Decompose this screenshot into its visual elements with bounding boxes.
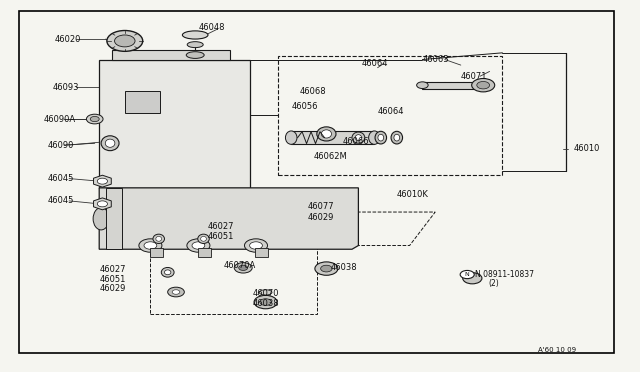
Bar	[291, 131, 374, 144]
Ellipse shape	[321, 130, 332, 138]
Text: 46064: 46064	[362, 59, 388, 68]
Bar	[150, 234, 317, 314]
Ellipse shape	[259, 290, 272, 295]
Polygon shape	[93, 198, 111, 210]
Circle shape	[250, 242, 262, 249]
Circle shape	[239, 265, 248, 270]
Ellipse shape	[201, 237, 206, 241]
Circle shape	[234, 263, 252, 273]
Circle shape	[187, 239, 210, 252]
Ellipse shape	[417, 82, 428, 89]
Bar	[106, 188, 122, 249]
Circle shape	[97, 201, 108, 207]
Text: 46027: 46027	[99, 265, 125, 274]
Text: 46070: 46070	[253, 289, 279, 298]
Ellipse shape	[187, 42, 204, 48]
Ellipse shape	[317, 127, 336, 141]
Ellipse shape	[198, 234, 209, 244]
Text: 46062M: 46062M	[314, 152, 348, 161]
Bar	[125, 91, 160, 113]
Text: N: N	[465, 272, 470, 277]
Ellipse shape	[93, 208, 109, 230]
Ellipse shape	[394, 134, 400, 141]
Text: 46093: 46093	[53, 83, 79, 92]
Text: 46010: 46010	[574, 144, 600, 153]
Text: 46045: 46045	[48, 174, 74, 183]
Circle shape	[260, 299, 271, 305]
Circle shape	[90, 116, 99, 122]
Circle shape	[107, 31, 143, 51]
Polygon shape	[99, 60, 250, 188]
Circle shape	[244, 239, 268, 252]
Text: 46064: 46064	[378, 107, 404, 116]
Text: 46068: 46068	[300, 87, 326, 96]
Text: 46029: 46029	[99, 284, 125, 293]
Ellipse shape	[105, 139, 115, 147]
Bar	[422, 82, 474, 89]
Bar	[278, 56, 502, 175]
Text: N 08911-10837: N 08911-10837	[475, 270, 534, 279]
Text: 46010K: 46010K	[397, 190, 429, 199]
Circle shape	[172, 290, 180, 294]
Ellipse shape	[352, 132, 365, 143]
Text: 46027: 46027	[208, 222, 234, 231]
Circle shape	[254, 295, 277, 309]
Ellipse shape	[156, 237, 161, 241]
Circle shape	[321, 265, 332, 272]
Circle shape	[168, 287, 184, 297]
Ellipse shape	[101, 136, 119, 151]
Circle shape	[144, 242, 157, 249]
Circle shape	[192, 242, 205, 249]
Circle shape	[477, 81, 490, 89]
Text: 46071: 46071	[461, 72, 487, 81]
Ellipse shape	[355, 135, 362, 141]
Bar	[255, 248, 268, 257]
Polygon shape	[93, 175, 111, 187]
Text: 46090: 46090	[48, 141, 74, 150]
Text: 46070A: 46070A	[224, 262, 256, 270]
Ellipse shape	[153, 234, 164, 244]
Text: 46038: 46038	[253, 299, 280, 308]
Text: (2): (2)	[488, 279, 499, 288]
Circle shape	[463, 273, 482, 284]
Text: 46051: 46051	[208, 232, 234, 241]
Circle shape	[460, 270, 474, 279]
Text: 46051: 46051	[99, 275, 125, 283]
Circle shape	[139, 239, 162, 252]
Circle shape	[115, 35, 135, 47]
Text: 46066: 46066	[342, 137, 369, 146]
Ellipse shape	[164, 270, 171, 275]
Ellipse shape	[369, 131, 380, 144]
Ellipse shape	[391, 131, 403, 144]
Text: 46063: 46063	[422, 55, 449, 64]
Text: 46077: 46077	[307, 202, 334, 211]
Circle shape	[97, 178, 108, 184]
Ellipse shape	[186, 52, 204, 58]
Text: 46029: 46029	[307, 213, 333, 222]
Text: 46020: 46020	[54, 35, 81, 44]
Text: 46048: 46048	[198, 23, 225, 32]
Ellipse shape	[161, 267, 174, 277]
Bar	[198, 248, 211, 257]
Text: 46045: 46045	[48, 196, 74, 205]
Circle shape	[472, 78, 495, 92]
Ellipse shape	[375, 131, 387, 144]
Bar	[112, 50, 230, 60]
Ellipse shape	[182, 31, 208, 39]
Text: A'60 10 09: A'60 10 09	[538, 347, 576, 353]
Text: 46038: 46038	[330, 263, 357, 272]
Ellipse shape	[285, 131, 297, 144]
Circle shape	[315, 262, 338, 275]
Bar	[150, 248, 163, 257]
Text: 46056: 46056	[291, 102, 317, 110]
Polygon shape	[99, 188, 358, 249]
Text: 46090A: 46090A	[44, 115, 76, 124]
Circle shape	[86, 114, 103, 124]
Ellipse shape	[378, 134, 383, 141]
